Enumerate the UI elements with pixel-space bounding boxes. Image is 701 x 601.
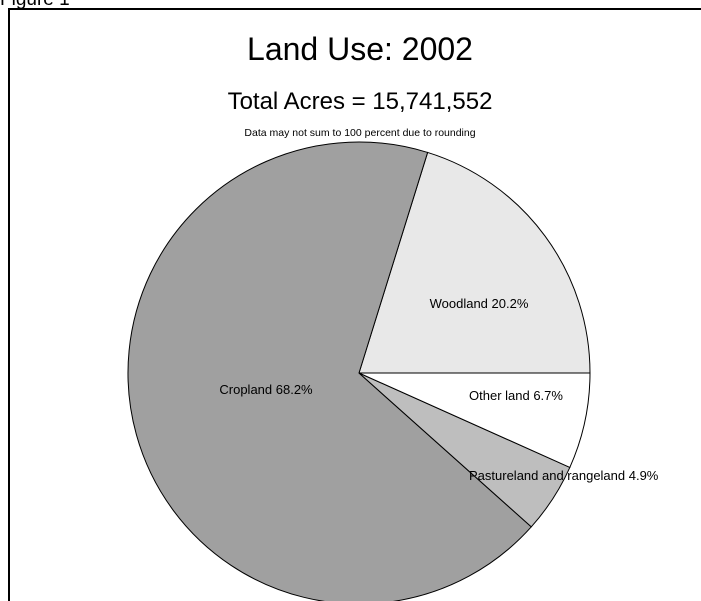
chart-subtitle: Total Acres = 15,741,552 (227, 88, 493, 115)
frame-left-border (8, 8, 10, 601)
pie-slice-3 (358, 372, 591, 469)
pie-slice-label-1: Cropland 68.2% (219, 382, 313, 397)
pie-slice-1 (127, 141, 533, 601)
frame-top-border (8, 8, 701, 10)
pie-slices (127, 141, 591, 601)
chart-note: Data may not sum to 100 percent due to r… (244, 127, 476, 139)
pie-labels: Woodland 20.2% Cropland 68.2% Pastureland … (219, 296, 658, 483)
pie-slice-label-2: Pastureland and rangeland 4.9% (469, 468, 659, 483)
pie-slice-0 (358, 151, 591, 374)
pie-slice-label-3: Other land 6.7% (469, 388, 563, 403)
chart-title: Land Use: 2002 (247, 31, 473, 67)
pie-slice-label-0: Woodland 20.2% (430, 296, 529, 311)
figure-label: Figure 1 (0, 0, 70, 11)
